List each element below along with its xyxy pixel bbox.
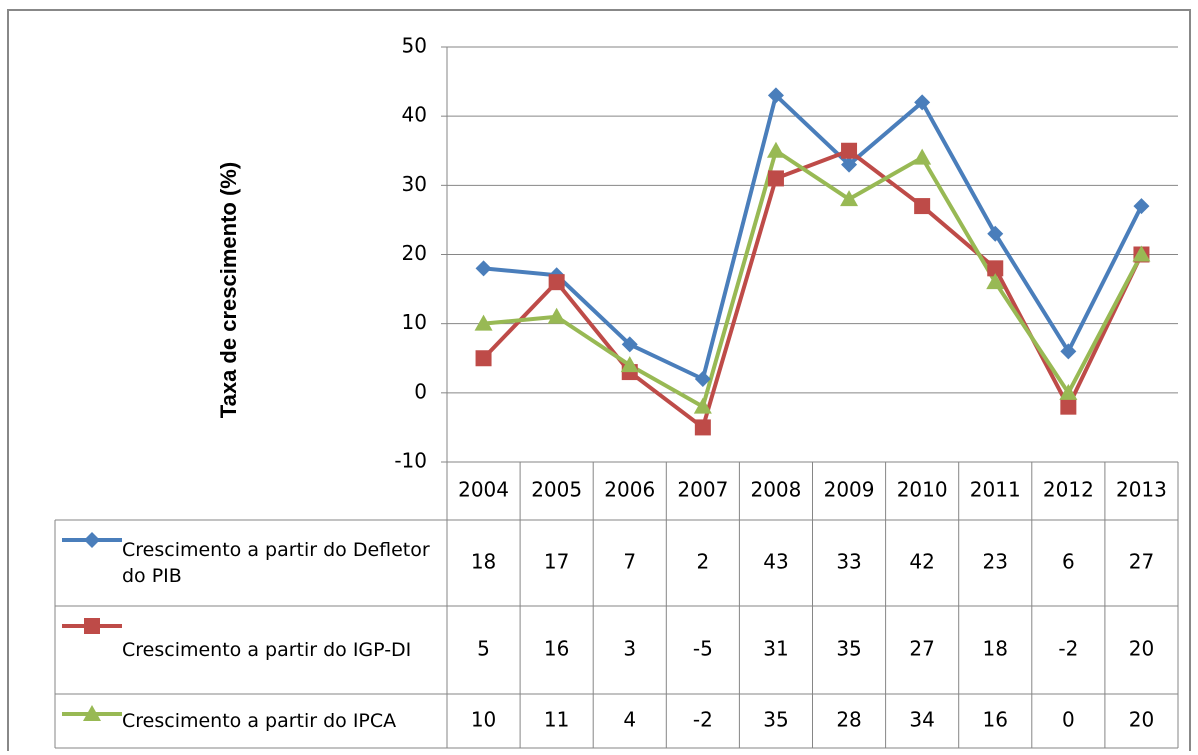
x-tick-label: 2004	[458, 478, 509, 502]
table-cell: 16	[544, 637, 569, 661]
marker	[986, 273, 1005, 290]
marker	[475, 350, 492, 367]
table-cell: 43	[763, 550, 788, 574]
table-cell: 33	[836, 550, 861, 574]
y-tick-label: 50	[402, 34, 427, 58]
table-cell: 7	[623, 550, 636, 574]
x-tick-label: 2012	[1043, 478, 1094, 502]
marker	[620, 356, 639, 373]
marker	[766, 141, 785, 158]
x-tick-label: 2009	[824, 478, 875, 502]
table-cell: 18	[983, 637, 1008, 661]
marker	[1060, 398, 1077, 415]
table-cell: 35	[836, 637, 861, 661]
marker	[913, 148, 932, 165]
marker	[1060, 343, 1077, 360]
marker	[621, 336, 638, 353]
table-cell: -2	[693, 708, 713, 732]
series-line	[483, 93, 1144, 381]
table-cell: 42	[909, 550, 934, 574]
legend-label: Crescimento a partir do IPCA	[122, 710, 397, 732]
table-cell: 0	[1062, 708, 1075, 732]
marker	[841, 156, 858, 173]
table-cell: 28	[836, 708, 861, 732]
marker	[694, 371, 711, 387]
marker	[987, 260, 1004, 277]
table-cell: 20	[1129, 708, 1154, 732]
x-tick-label: 2005	[531, 478, 582, 502]
y-tick-label: -10	[394, 449, 427, 473]
chart-frame	[7, 9, 1191, 755]
table-cell: -5	[693, 637, 713, 661]
table-cell: 20	[1129, 637, 1154, 661]
legend-entry: Crescimento a partir do IGP-DI	[122, 639, 412, 661]
marker	[548, 274, 565, 291]
marker	[767, 87, 784, 104]
legend-marker	[83, 705, 101, 721]
table-cell: 6	[1062, 550, 1075, 574]
marker	[840, 190, 859, 207]
table-cell: 16	[983, 708, 1008, 732]
table-cell: 17	[544, 550, 569, 574]
x-tick-label: 2008	[750, 478, 801, 502]
marker	[547, 307, 566, 324]
table-cell: 11	[544, 708, 569, 732]
legend-label: Crescimento a partir do Defletor do PIB	[122, 539, 430, 587]
legend-label: Crescimento a partir do IGP-DI	[122, 639, 412, 661]
marker	[1132, 245, 1151, 262]
table-cell: 27	[909, 637, 934, 661]
marker	[914, 198, 931, 215]
table-cell: 3	[623, 637, 636, 661]
y-tick-label: 30	[402, 172, 427, 196]
marker	[767, 170, 784, 187]
marker	[693, 397, 712, 414]
marker	[475, 260, 492, 277]
table-cell: 27	[1129, 550, 1154, 574]
marker	[1133, 198, 1150, 215]
y-tick-label: 40	[402, 103, 427, 127]
legend-marker	[84, 618, 100, 634]
legend-entry: Crescimento a partir do Defletor do PIB	[122, 539, 430, 587]
table-cell: 10	[471, 708, 496, 732]
table-cell: 31	[763, 637, 788, 661]
x-tick-label: 2013	[1116, 478, 1167, 502]
marker	[1059, 383, 1078, 400]
marker	[987, 225, 1004, 242]
table-cell: 4	[623, 708, 636, 732]
x-tick-label: 2011	[970, 478, 1021, 502]
x-tick-label: 2007	[677, 478, 728, 502]
table-cell: 23	[983, 550, 1008, 574]
table-cell: 2	[696, 550, 709, 574]
marker	[841, 142, 858, 159]
marker	[914, 94, 931, 111]
table-cell: 5	[477, 637, 490, 661]
table-cell: 35	[763, 708, 788, 732]
series-line	[483, 148, 1144, 409]
marker	[694, 419, 711, 436]
y-axis-title: Taxa de crescimento (%)	[216, 162, 241, 418]
x-tick-label: 2010	[897, 478, 948, 502]
legend-entry: Crescimento a partir do IPCA	[122, 710, 397, 732]
marker	[474, 314, 493, 331]
legend-marker	[84, 532, 100, 548]
y-tick-label: 20	[402, 241, 427, 265]
table-cell: 34	[909, 708, 934, 732]
y-tick-label: 0	[414, 379, 427, 403]
y-tick-label: 10	[402, 310, 427, 334]
table-cell: 18	[471, 550, 496, 574]
x-tick-label: 2006	[604, 478, 655, 502]
table-cell: -2	[1058, 637, 1078, 661]
